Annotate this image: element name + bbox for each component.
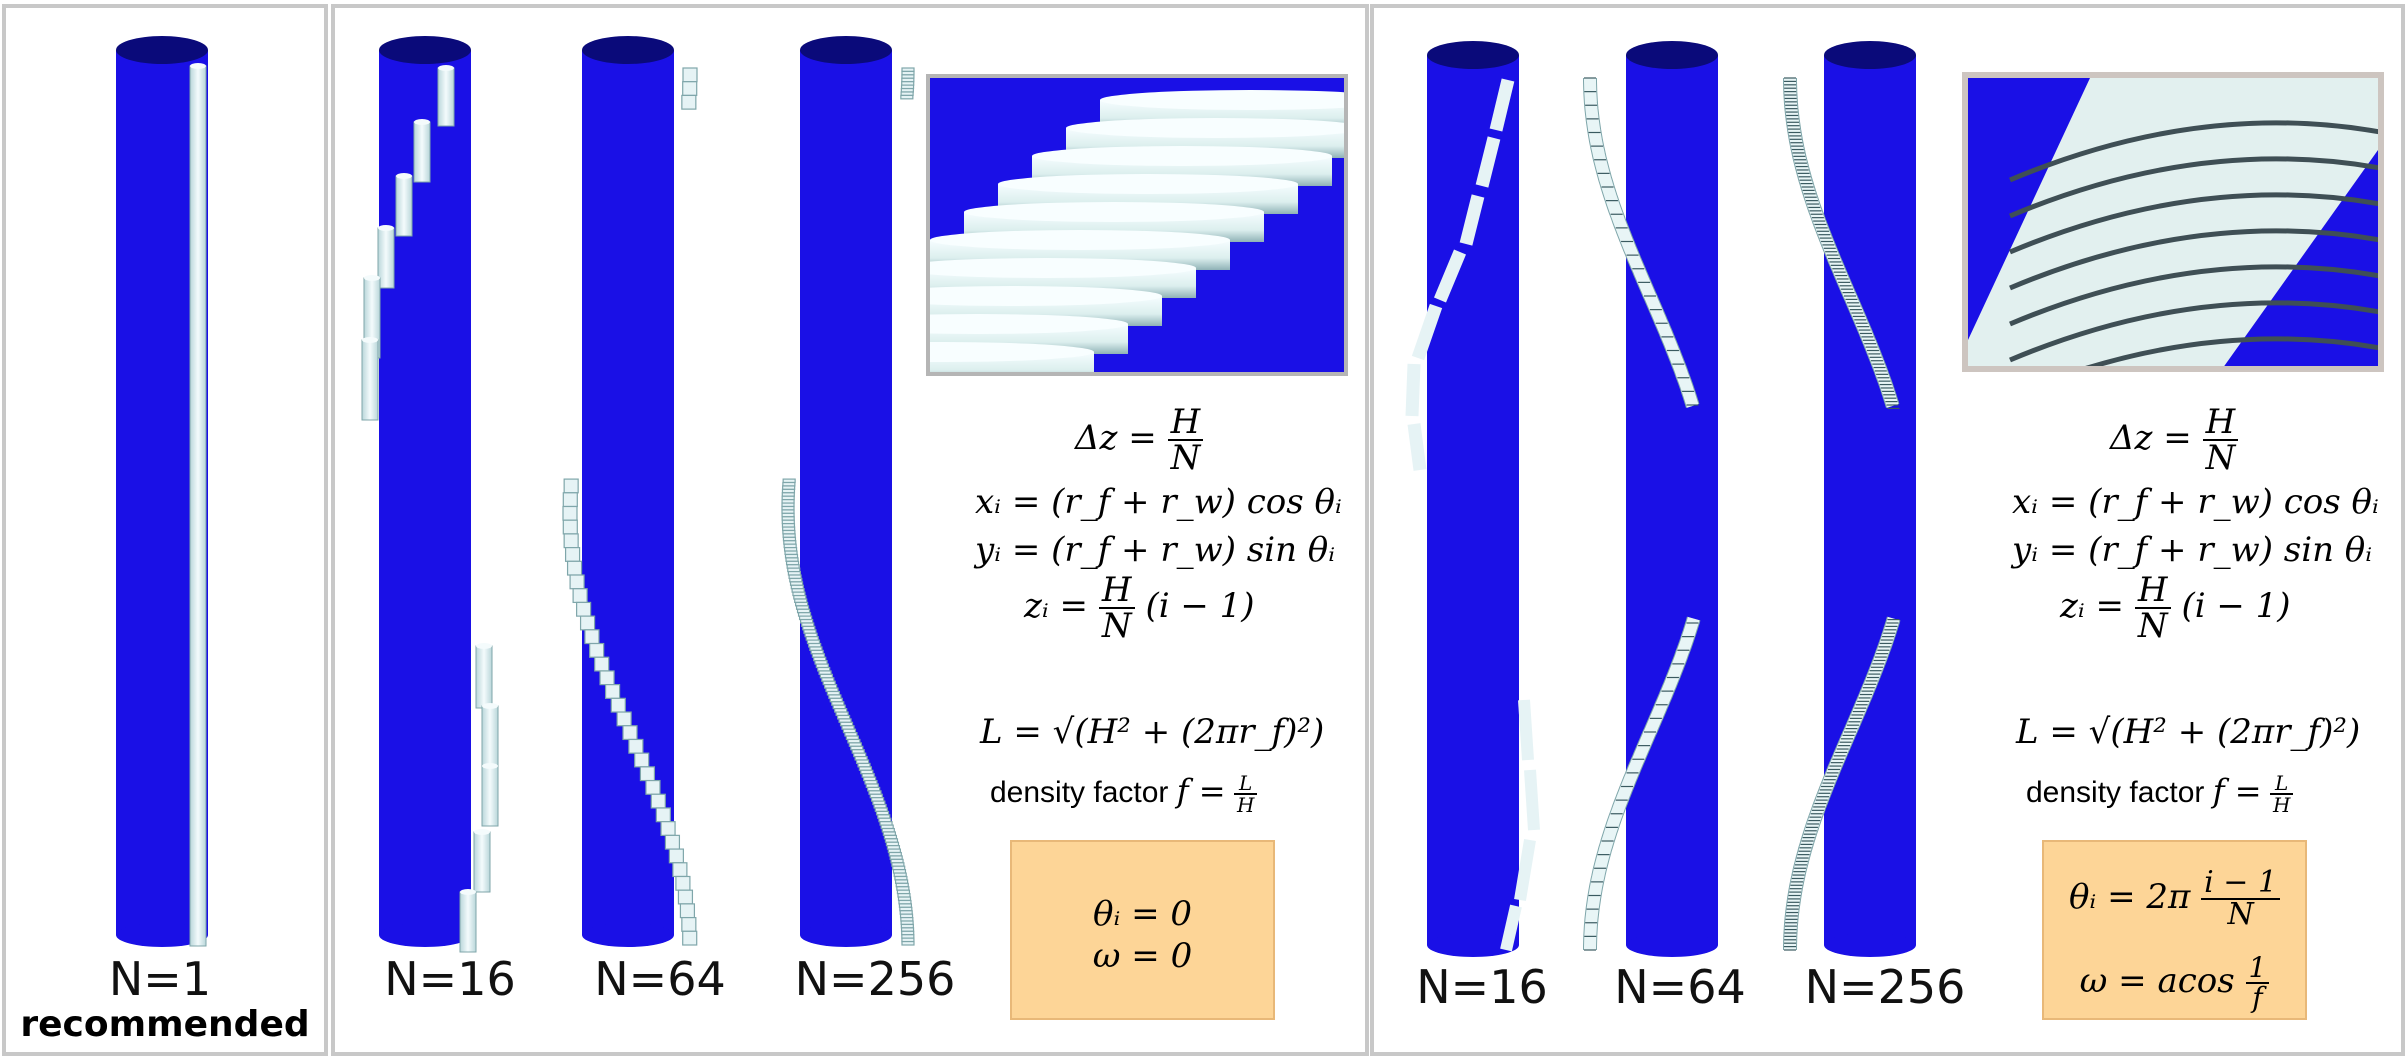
zoom2-gap — [2085, 336, 2378, 366]
panel-straight — [331, 4, 1369, 1056]
label-recommended: recommended — [20, 1004, 310, 1045]
wire-helical-n256 — [1783, 77, 1901, 951]
wire-helical-n64 — [1583, 77, 1701, 951]
zoom1-disc-top — [930, 342, 1094, 362]
label-helical-n64: N=64 — [1614, 960, 1746, 1014]
param-theta-straight: θᵢ = 0 — [1092, 894, 1193, 934]
eq-xi-helical: xᵢ = (r_f + r_w) cos θᵢ — [2012, 482, 2379, 522]
label-helical-n16: N=16 — [1416, 960, 1548, 1014]
eq-zi-helical-den: N — [2137, 606, 2168, 646]
eq-density-helical-num: L — [2269, 773, 2294, 796]
zoom1-disc-top — [1032, 146, 1332, 166]
param-box-straight: θᵢ = 0 ω = 0 — [1010, 840, 1275, 1020]
label-straight-n64: N=64 — [594, 952, 726, 1006]
zoom1-disc-top — [998, 174, 1298, 194]
eq-xi: xᵢ = (r_f + r_w) cos θᵢ — [975, 482, 1342, 522]
param-omega-straight: ω = 0 — [1092, 936, 1193, 976]
cylinder-helical-n256 — [1824, 41, 1916, 957]
eq-yi-helical: yᵢ = (r_f + r_w) sin θᵢ — [2012, 530, 2373, 570]
cylinder-helical-n64 — [1626, 41, 1718, 957]
zoom1-disc-top — [964, 202, 1264, 222]
zoom1-disc-top — [930, 286, 1162, 306]
eq-yi: yᵢ = (r_f + r_w) sin θᵢ — [975, 530, 1336, 570]
label-helical-n256: N=256 — [1804, 960, 1966, 1014]
eq-length-helical: L = √(H² + (2πr_f)²) — [2016, 712, 2361, 752]
wire-straight-n16 — [361, 65, 499, 953]
param-omega-num: 1 — [2245, 954, 2270, 984]
zoom2-gap — [2009, 264, 2378, 327]
zoom2-coil — [1968, 78, 2378, 366]
param-theta-num: i − 1 — [2201, 868, 2281, 900]
eq-density-den: H — [1236, 793, 1255, 818]
eq-density-num: L — [1233, 773, 1258, 796]
zoom2-gap — [2009, 156, 2378, 219]
eq-length: L = √(H² + (2πr_f)²) — [980, 712, 1325, 752]
wire-n1 — [189, 63, 207, 947]
cylinder-straight-n256 — [800, 36, 892, 947]
cylinder-straight-n16 — [379, 36, 471, 947]
zoom-inset-helical — [1962, 72, 2384, 372]
zoom2-gap — [2009, 192, 2378, 255]
label-straight-n256: N=256 — [794, 952, 956, 1006]
eq-dz-helical-den: N — [2205, 438, 2236, 478]
zoom2-gap — [2009, 228, 2378, 291]
eq-density-helical-den: H — [2272, 793, 2291, 818]
label-n1: N=1 — [108, 952, 212, 1006]
eq-zi-den: N — [1101, 606, 1132, 646]
eq-zi-num: H — [1098, 573, 1135, 609]
zoom1-disc-top — [930, 258, 1196, 278]
zoom2-gap — [2009, 300, 2378, 363]
eq-zi-helical-num: H — [2134, 573, 2171, 609]
wire-helical-n16 — [1405, 78, 1540, 952]
wire-straight-n64 — [562, 67, 698, 946]
param-theta-den: N — [2227, 897, 2254, 932]
zoom1-disc-top — [930, 230, 1230, 250]
cylinder-helical-n16 — [1427, 41, 1519, 957]
eq-dz-helical-num: H — [2202, 405, 2239, 441]
eq-dz-num: H — [1167, 405, 1204, 441]
zoom1-disc-top — [930, 314, 1128, 334]
zoom2-gap — [2009, 120, 2378, 183]
eq-dz-den: N — [1170, 438, 1201, 478]
zoom-inset-straight — [926, 74, 1348, 376]
zoom1-disc-top — [1066, 118, 1344, 138]
label-straight-n16: N=16 — [384, 952, 516, 1006]
param-omega-den: f — [2252, 981, 2263, 1014]
panel-single — [2, 4, 328, 1056]
panel-helical — [1370, 4, 2405, 1056]
zoom1-disc-top — [1100, 90, 1344, 110]
wire-straight-n256 — [781, 67, 915, 946]
